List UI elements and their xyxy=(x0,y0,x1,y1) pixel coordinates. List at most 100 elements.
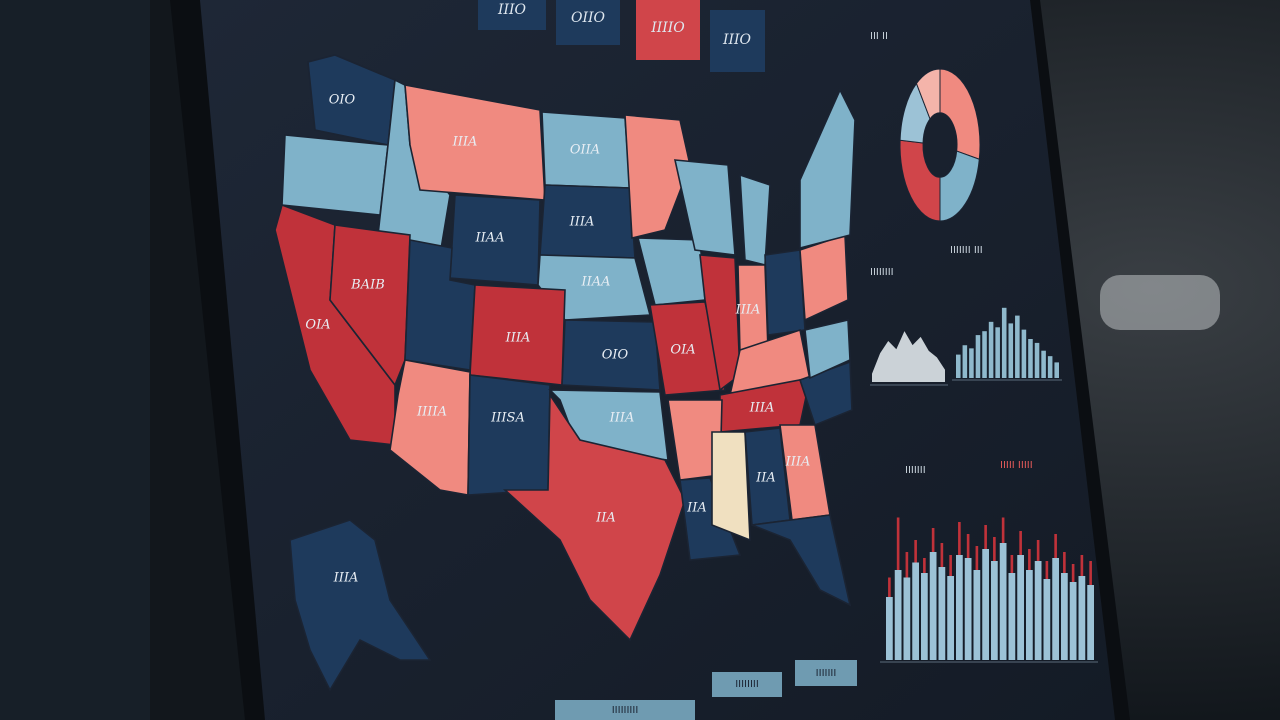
bar xyxy=(988,321,994,378)
top-tabs: IIIO OIIO IIIIO IIIO xyxy=(478,0,765,72)
state xyxy=(561,319,661,391)
bar xyxy=(1052,558,1059,660)
state-label: IIIA xyxy=(505,331,531,346)
bar xyxy=(1026,570,1033,660)
donut-segment xyxy=(915,68,941,120)
state xyxy=(799,88,856,250)
state xyxy=(502,392,686,642)
state xyxy=(764,249,806,336)
donut-segment xyxy=(939,68,981,160)
state-label: BAIB xyxy=(350,278,385,293)
bar xyxy=(1034,561,1042,660)
bar xyxy=(969,348,974,378)
state-label: IIIA xyxy=(569,215,595,230)
state-label: IIAA xyxy=(580,275,610,290)
panel-title: III II xyxy=(870,31,888,42)
state-label: IIA xyxy=(755,471,776,486)
bar xyxy=(1017,555,1024,660)
tab[interactable] xyxy=(478,0,546,30)
state xyxy=(804,319,851,380)
state xyxy=(699,254,741,392)
state-label: OIA xyxy=(305,318,330,333)
footer-tab[interactable] xyxy=(712,672,782,697)
bar xyxy=(1043,579,1051,660)
bar xyxy=(995,327,1000,378)
tab[interactable] xyxy=(556,0,620,45)
bar xyxy=(964,558,972,660)
panel-title: IIIIIII III xyxy=(950,245,983,256)
bar xyxy=(1041,350,1046,378)
footer-tab[interactable] xyxy=(795,660,857,686)
tab[interactable] xyxy=(636,0,700,60)
bar xyxy=(1008,573,1016,660)
bar xyxy=(991,561,998,660)
tab-label: IIIO xyxy=(722,32,752,48)
panel-title: IIIII IIIII xyxy=(1000,460,1033,471)
bar xyxy=(956,354,961,378)
footer-tabs: IIIIIIIII IIIIIIII IIIIIII xyxy=(555,660,857,720)
bar xyxy=(921,573,928,660)
bar xyxy=(982,549,989,660)
bar xyxy=(1015,315,1020,378)
state xyxy=(711,431,751,542)
bar xyxy=(912,562,919,660)
footer-tab-label: IIIIIII xyxy=(816,668,837,679)
bar xyxy=(1028,339,1033,378)
bar xyxy=(1034,342,1040,378)
state-label: OIO xyxy=(329,93,356,108)
footer-tab[interactable] xyxy=(555,700,695,720)
bar xyxy=(1078,576,1086,660)
state-label: IIIA xyxy=(785,455,811,470)
bar xyxy=(929,552,937,660)
panel-title: IIIIIII xyxy=(905,465,926,476)
bar xyxy=(1087,585,1094,660)
bar xyxy=(894,570,902,660)
state xyxy=(289,519,432,692)
area xyxy=(872,331,945,382)
bar xyxy=(956,555,963,660)
state xyxy=(751,514,852,607)
state xyxy=(649,301,726,396)
bar xyxy=(973,570,981,660)
state-label: IIISA xyxy=(490,411,525,426)
blur-light xyxy=(1100,275,1220,330)
bar xyxy=(1061,573,1068,660)
state-label: IIA xyxy=(686,501,707,516)
bar xyxy=(1047,356,1053,378)
donut-segment xyxy=(939,150,980,222)
bar xyxy=(962,345,968,378)
bar xyxy=(938,567,946,660)
state-label: IIIA xyxy=(333,571,359,586)
state-label: OIA xyxy=(670,343,695,358)
state-label: IIAA xyxy=(474,231,504,246)
bar xyxy=(1001,307,1007,378)
bar xyxy=(903,577,911,660)
tab-label: OIIO xyxy=(571,10,606,26)
bar xyxy=(975,335,981,378)
state-label: OIO xyxy=(602,348,629,363)
side-panels: III II IIIIIII III IIIIIIII IIIIIII IIII… xyxy=(870,31,1098,663)
bar xyxy=(1021,329,1027,378)
bar xyxy=(947,576,954,660)
state-label: IIIIA xyxy=(416,405,447,420)
state xyxy=(679,477,742,561)
tab-label: IIIIO xyxy=(650,20,685,36)
us-map: OIO IIIA OIIA IIAA IIIA BAIB OIA IIIA II… xyxy=(274,54,856,692)
blur-left xyxy=(0,0,150,720)
state xyxy=(389,359,471,496)
bar xyxy=(982,331,987,378)
state xyxy=(673,159,736,256)
state xyxy=(281,134,389,216)
footer-tab-label: IIIIIIII xyxy=(735,679,759,690)
state xyxy=(624,114,691,240)
bar xyxy=(1008,323,1014,378)
panel-title: IIIIIIII xyxy=(870,267,894,278)
tab[interactable] xyxy=(710,10,765,72)
footer-tab-label: IIIIIIIII xyxy=(612,705,639,716)
state-label: IIIA xyxy=(609,411,635,426)
bar xyxy=(1069,582,1077,660)
state-label: IIIA xyxy=(749,401,775,416)
donut-segment xyxy=(899,139,941,222)
